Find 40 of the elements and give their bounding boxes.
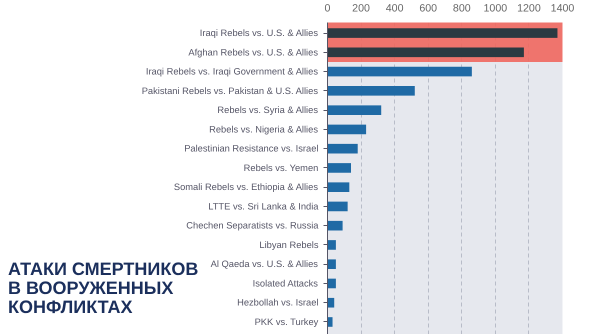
y-tick-label: PKK vs. Turkey <box>254 316 319 327</box>
y-tick-label: Iraqi Rebels vs. Iraqi Government & Allies <box>146 66 318 77</box>
bar <box>328 202 348 212</box>
y-tick-label: Libyan Rebels <box>259 240 319 250</box>
bar <box>328 220 343 230</box>
x-tick-label: 1000 <box>484 2 508 14</box>
y-tick-label: LTTE vs. Sri Lanka & India <box>208 201 320 212</box>
bar <box>328 28 558 38</box>
x-tick-label: 1400 <box>550 2 574 14</box>
x-tick-label: 800 <box>452 2 471 14</box>
bar <box>328 240 336 250</box>
bar <box>328 124 366 134</box>
y-tick-label: Rebels vs. Nigeria & Allies <box>209 124 318 134</box>
y-tick-label: Al Qaeda vs. U.S. & Allies <box>210 259 318 270</box>
x-tick-label: 400 <box>386 2 404 14</box>
text: АТАКИ СМЕРТНИКОВ В ВООРУЖЕННЫХ КОНФЛИКТАХ <box>8 259 198 317</box>
y-tick-label: Afghan Rebels vs. U.S. & Allies <box>188 47 318 58</box>
y-tick-label: Rebels vs. Yemen <box>244 162 318 173</box>
y-tick-label: Rebels vs. Syria & Allies <box>217 105 318 116</box>
bar <box>328 86 415 96</box>
bar <box>328 317 333 327</box>
bar <box>328 182 350 192</box>
y-tick-label: Palestinian Resistance vs. Israel <box>184 144 319 154</box>
bar <box>328 48 524 58</box>
y-tick-label: Iraqi Rebels vs. U.S. & Allies <box>200 28 318 38</box>
x-tick-label: 0 <box>324 2 331 14</box>
bar <box>328 144 358 154</box>
x-tick-label: 1200 <box>517 2 541 14</box>
y-tick-label: Hezbollah vs. Israel <box>237 298 319 308</box>
y-tick-label: Chechen Separatists vs. Russia <box>186 220 320 231</box>
x-tick-label: 600 <box>419 2 438 14</box>
bar <box>328 278 336 288</box>
y-tick-label: Pakistani Rebels vs. Pakistan & U.S. Allies <box>142 86 318 96</box>
bar <box>328 66 472 76</box>
bar <box>328 259 336 270</box>
bar <box>328 105 382 115</box>
bar <box>328 163 351 173</box>
x-tick-label: 200 <box>352 2 370 14</box>
y-tick-label: Isolated Attacks <box>252 278 318 288</box>
y-tick-label: Somali Rebels vs. Ethiopia & Allies <box>174 182 318 192</box>
